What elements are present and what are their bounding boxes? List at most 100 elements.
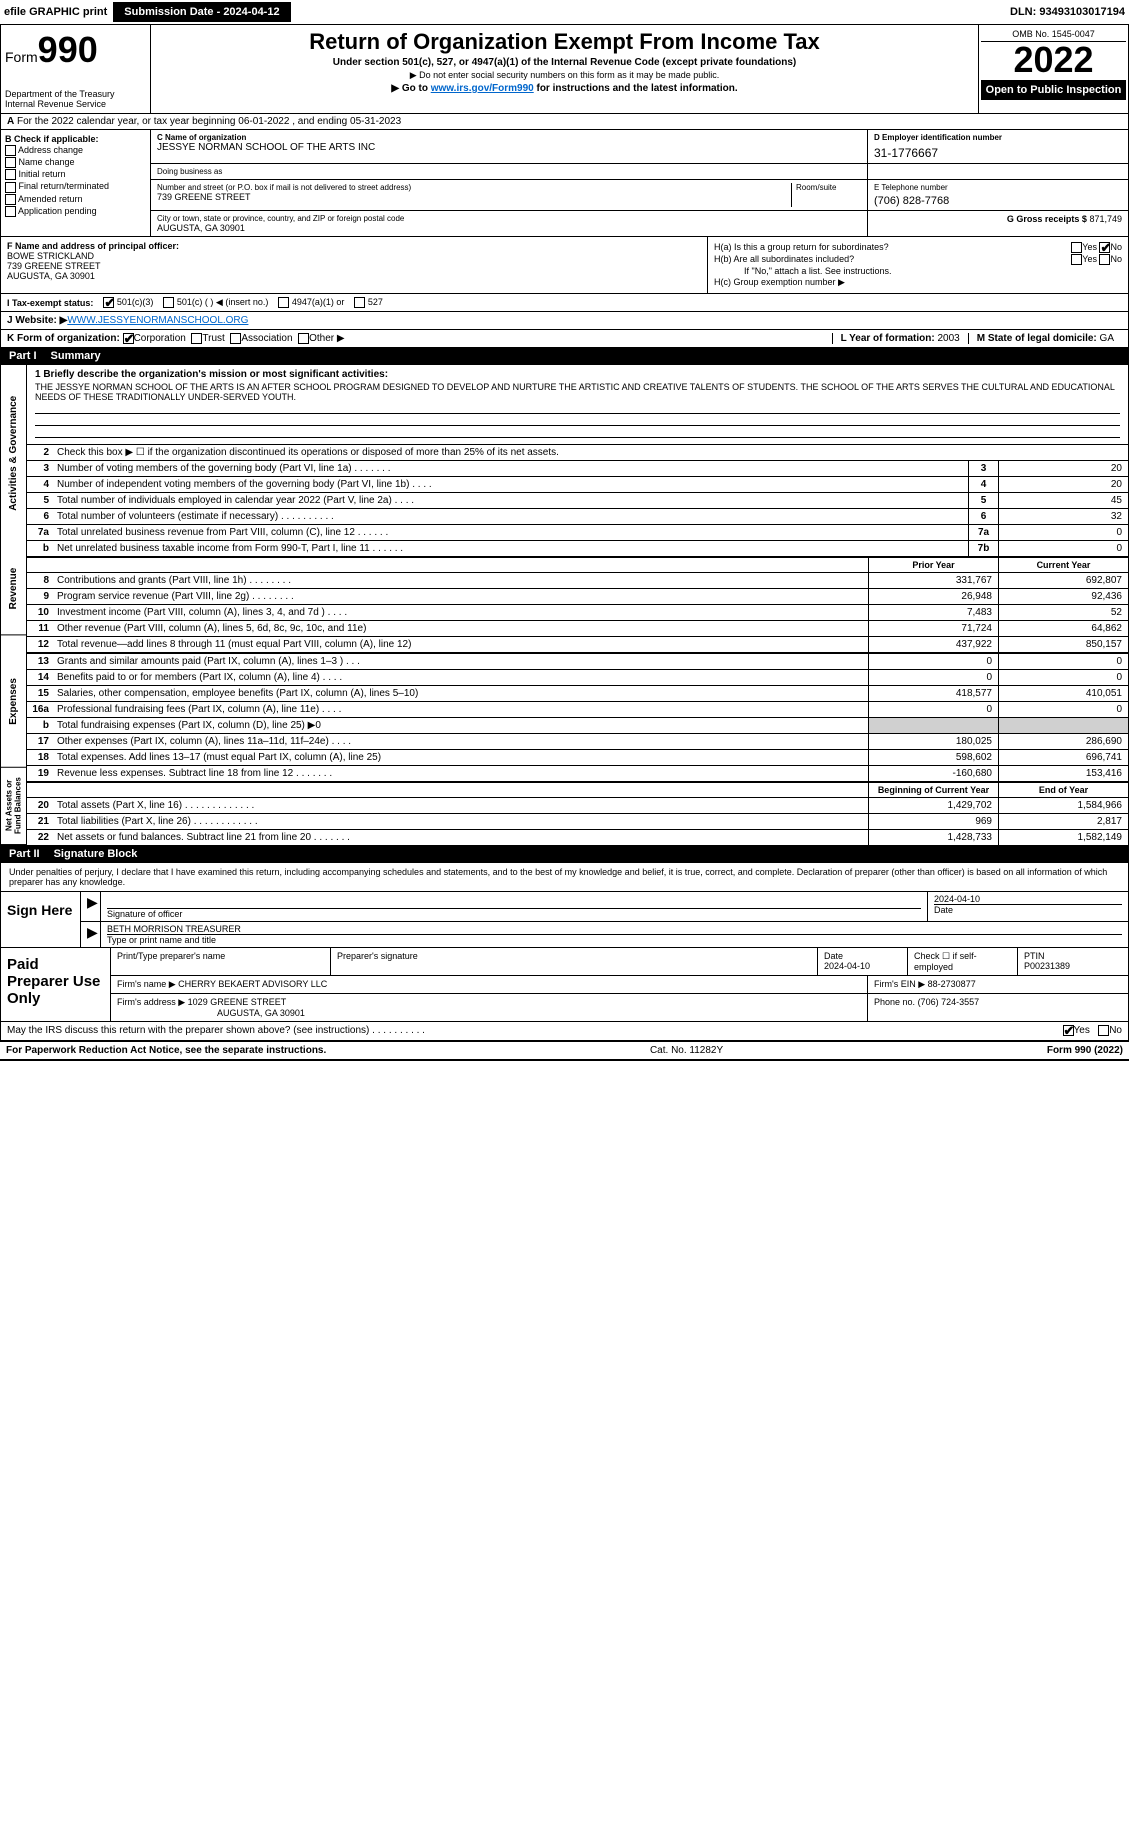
line-prior: 437,922 xyxy=(868,637,998,652)
ck-app-pending[interactable]: Application pending xyxy=(5,206,146,217)
ck-address-change[interactable]: Address change xyxy=(5,145,146,156)
line-desc: Net assets or fund balances. Subtract li… xyxy=(53,830,868,845)
m-val: GA xyxy=(1100,333,1114,344)
city-value: AUGUSTA, GA 30901 xyxy=(157,223,861,233)
line-val: 20 xyxy=(998,477,1128,492)
ck-trust[interactable] xyxy=(191,333,202,344)
line-curr: 850,157 xyxy=(998,637,1128,652)
l-lbl: L Year of formation: xyxy=(841,333,935,344)
summary-line: 20Total assets (Part X, line 16) . . . .… xyxy=(27,798,1128,814)
side-gov: Activities & Governance xyxy=(1,365,26,542)
phone-value: (706) 828-7768 xyxy=(874,195,1122,207)
part1-header: Part I Summary xyxy=(0,348,1129,365)
summary-line: 18Total expenses. Add lines 13–17 (must … xyxy=(27,750,1128,766)
preparer-left: Paid Preparer Use Only xyxy=(1,948,111,1021)
line-num: 14 xyxy=(27,670,53,685)
summary-line: 8Contributions and grants (Part VIII, li… xyxy=(27,573,1128,589)
line-curr: 153,416 xyxy=(998,766,1128,781)
block-fh: F Name and address of principal officer:… xyxy=(0,237,1129,294)
summary-line: 14Benefits paid to or for members (Part … xyxy=(27,670,1128,686)
ck-corp[interactable] xyxy=(123,333,134,344)
uline xyxy=(35,404,1120,414)
ck-amended[interactable]: Amended return xyxy=(5,194,146,205)
hb-note: If "No," attach a list. See instructions… xyxy=(714,266,1122,276)
line-desc: Check this box ▶ ☐ if the organization d… xyxy=(53,445,1128,460)
summary-line: 9Program service revenue (Part VIII, lin… xyxy=(27,589,1128,605)
row-a: A For the 2022 calendar year, or tax yea… xyxy=(0,114,1129,130)
line-desc: Total unrelated business revenue from Pa… xyxy=(53,525,968,540)
line-desc: Professional fundraising fees (Part IX, … xyxy=(53,702,868,717)
row-j-lbl: J Website: ▶ xyxy=(7,315,67,326)
summary-line: 17Other expenses (Part IX, column (A), l… xyxy=(27,734,1128,750)
topbar: efile GRAPHIC print Submission Date - 20… xyxy=(0,0,1129,25)
hc-text: H(c) Group exemption number ▶ xyxy=(714,277,845,288)
rev-lines: 8Contributions and grants (Part VIII, li… xyxy=(27,573,1128,652)
line-val: 20 xyxy=(998,461,1128,476)
line-curr: 1,582,149 xyxy=(998,830,1128,845)
summary-body: Activities & Governance Revenue Expenses… xyxy=(0,365,1129,846)
end-year-hdr: End of Year xyxy=(998,783,1128,797)
ck-527[interactable] xyxy=(354,297,365,308)
summary-line: 15Salaries, other compensation, employee… xyxy=(27,686,1128,702)
line-val: 45 xyxy=(998,493,1128,508)
footer-left: For Paperwork Reduction Act Notice, see … xyxy=(6,1045,326,1056)
prep-sig-lbl: Preparer's signature xyxy=(331,948,818,975)
ck-4947[interactable] xyxy=(278,297,289,308)
line-val: 32 xyxy=(998,509,1128,524)
firm-addr1: 1029 GREENE STREET xyxy=(188,997,287,1007)
line-box: 6 xyxy=(968,509,998,524)
summary-line: 5Total number of individuals employed in… xyxy=(27,493,1128,509)
org-name: JESSYE NORMAN SCHOOL OF THE ARTS INC xyxy=(157,142,861,153)
footer-right: Form 990 (2022) xyxy=(1047,1045,1123,1056)
ck-final-return[interactable]: Final return/terminated xyxy=(5,181,146,192)
col-f: F Name and address of principal officer:… xyxy=(1,237,708,293)
officer-lbl: F Name and address of principal officer: xyxy=(7,241,179,251)
line-prior: 71,724 xyxy=(868,621,998,636)
ein-cell: D Employer identification number 31-1776… xyxy=(868,130,1128,163)
summary-line: 11Other revenue (Part VIII, column (A), … xyxy=(27,621,1128,637)
line-curr: 0 xyxy=(998,654,1128,669)
l-val: 2003 xyxy=(937,333,959,344)
side-net: Net Assets or Fund Balances xyxy=(1,767,26,845)
part1-title: Summary xyxy=(51,350,101,362)
line-num: 19 xyxy=(27,766,53,781)
ck-assoc[interactable] xyxy=(230,333,241,344)
line-prior: 7,483 xyxy=(868,605,998,620)
prep-self-emp[interactable]: Check ☐ if self-employed xyxy=(908,948,1018,975)
line-prior: 26,948 xyxy=(868,589,998,604)
dba-lbl: Doing business as xyxy=(157,167,861,176)
ptin-lbl: PTIN xyxy=(1024,951,1045,961)
beg-year-hdr: Beginning of Current Year xyxy=(868,783,998,797)
dba-cell: Doing business as xyxy=(151,164,868,179)
instructions-link[interactable]: www.irs.gov/Form990 xyxy=(431,83,534,94)
line-prior: 0 xyxy=(868,702,998,717)
line-prior: 1,429,702 xyxy=(868,798,998,813)
efile-label: efile GRAPHIC print xyxy=(4,6,107,18)
firm-phone-lbl: Phone no. xyxy=(874,997,915,1007)
hb-no[interactable] xyxy=(1099,254,1110,265)
summary-line: bTotal fundraising expenses (Part IX, co… xyxy=(27,718,1128,734)
discuss-yes[interactable] xyxy=(1063,1025,1074,1036)
line-num: 3 xyxy=(27,461,53,476)
part2-title: Signature Block xyxy=(54,848,138,860)
ck-501c[interactable] xyxy=(163,297,174,308)
open-to-public: Open to Public Inspection xyxy=(981,80,1126,100)
line-desc: Grants and similar amounts paid (Part IX… xyxy=(53,654,868,669)
ha-yes[interactable] xyxy=(1071,242,1082,253)
ck-501c3[interactable] xyxy=(103,297,114,308)
ck-name-change[interactable]: Name change xyxy=(5,157,146,168)
side-tabs: Activities & Governance Revenue Expenses… xyxy=(1,365,27,845)
line-desc: Revenue less expenses. Subtract line 18 … xyxy=(53,766,868,781)
ha-no[interactable] xyxy=(1099,242,1110,253)
summary-line: bNet unrelated business taxable income f… xyxy=(27,541,1128,556)
website-link[interactable]: WWW.JESSYENORMANSCHOOL.ORG xyxy=(67,315,248,326)
ck-other[interactable] xyxy=(298,333,309,344)
sig-name-lbl: Type or print name and title xyxy=(107,934,1122,945)
line-num: 21 xyxy=(27,814,53,829)
submission-date-button[interactable]: Submission Date - 2024-04-12 xyxy=(113,2,290,22)
col-h: H(a) Is this a group return for subordin… xyxy=(708,237,1128,293)
discuss-no[interactable] xyxy=(1098,1025,1109,1036)
ck-initial-return[interactable]: Initial return xyxy=(5,169,146,180)
form-header: Form990 Department of the Treasury Inter… xyxy=(0,25,1129,114)
hb-yes[interactable] xyxy=(1071,254,1082,265)
